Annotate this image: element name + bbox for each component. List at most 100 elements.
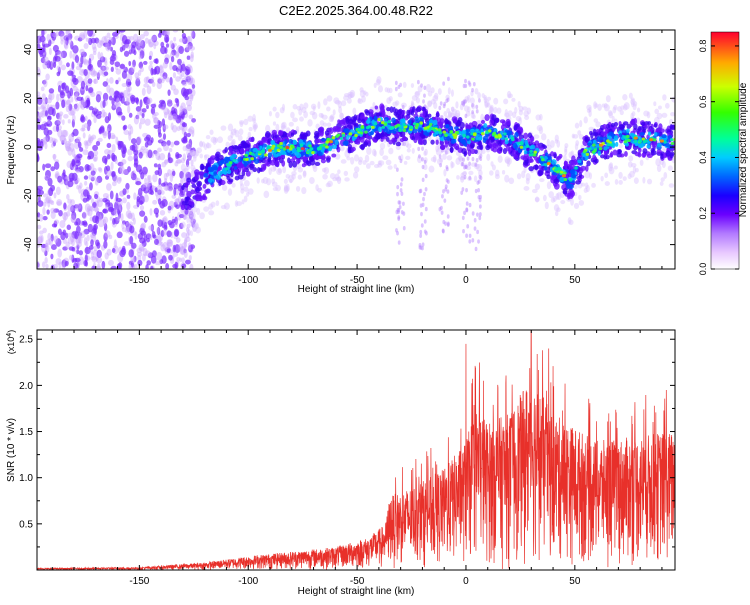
noise-cell xyxy=(98,110,102,115)
streak-cell xyxy=(463,210,466,216)
noise-cell xyxy=(72,128,79,137)
noise-cell xyxy=(183,250,188,258)
band-cell xyxy=(485,144,491,151)
noise-cell xyxy=(55,112,61,120)
noise-cell xyxy=(132,59,136,68)
peak-cell xyxy=(276,148,281,152)
noise-cell xyxy=(83,123,89,129)
peak-cell xyxy=(532,153,537,157)
band-cell xyxy=(416,135,421,141)
noise-cell xyxy=(53,219,60,225)
haze-cell xyxy=(394,100,400,106)
band-cell xyxy=(553,153,557,159)
haze-cell xyxy=(406,143,412,149)
core-cell xyxy=(412,127,418,134)
noise-cell xyxy=(66,160,73,169)
noise-cell xyxy=(125,182,130,190)
peak-cell xyxy=(270,146,275,150)
haze-cell xyxy=(533,134,540,139)
noise-cell xyxy=(62,169,66,177)
band-cell xyxy=(449,146,454,154)
noise-cell xyxy=(142,166,148,175)
peak-cell xyxy=(267,145,272,149)
noise-cell xyxy=(78,147,84,152)
haze-cell xyxy=(662,94,667,101)
peak-cell xyxy=(462,133,466,138)
peak-cell xyxy=(438,131,443,135)
band-cell xyxy=(623,121,629,126)
noise-cell xyxy=(189,263,194,269)
peak-cell xyxy=(626,134,630,139)
streak-cell xyxy=(463,99,467,104)
haze-cell xyxy=(223,202,230,210)
haze-cell xyxy=(534,196,540,203)
noise-cell xyxy=(114,208,118,217)
hot-cell xyxy=(267,148,272,152)
noise-cell xyxy=(68,133,74,143)
streak-cell xyxy=(471,156,475,162)
figure-title: C2E2.2025.364.00.48.R22 xyxy=(279,3,433,18)
noise-cell xyxy=(74,104,78,111)
noise-cell xyxy=(48,39,52,47)
noise-cell xyxy=(65,30,70,35)
band-cell xyxy=(361,118,366,123)
noise-cell xyxy=(137,70,142,77)
haze-cell xyxy=(469,97,475,104)
peak-cell xyxy=(627,138,631,142)
band-cell xyxy=(513,154,519,160)
haze-cell xyxy=(346,156,351,161)
noise-cell xyxy=(121,227,128,233)
noise-cell xyxy=(128,112,133,118)
streak-cell xyxy=(465,201,469,206)
noise-cell xyxy=(167,186,173,191)
noise-cell xyxy=(52,153,56,161)
haze-cell xyxy=(189,219,194,227)
noise-cell xyxy=(138,246,145,252)
noise-cell xyxy=(123,101,130,106)
noise-cell xyxy=(166,230,172,238)
core-cell xyxy=(517,148,523,154)
noise-cell xyxy=(102,111,108,118)
haze-cell xyxy=(636,107,641,113)
noise-cell xyxy=(173,140,180,146)
band-cell xyxy=(208,157,215,165)
haze-cell xyxy=(285,173,290,179)
noise-cell xyxy=(96,199,103,208)
streak-cell xyxy=(476,229,479,235)
noise-cell xyxy=(40,243,47,248)
haze-cell xyxy=(671,96,675,103)
noise-cell xyxy=(82,149,89,156)
peak-cell xyxy=(364,130,368,134)
noise-cell xyxy=(136,36,141,42)
haze-cell xyxy=(206,142,210,149)
core-cell xyxy=(208,167,215,173)
noise-cell xyxy=(104,230,111,238)
haze-cell xyxy=(386,97,392,104)
snr-y-axis-label: SNR (10 * v/v) xyxy=(6,418,17,482)
noise-cell xyxy=(79,99,84,109)
haze-cell xyxy=(280,122,286,130)
noise-cell xyxy=(148,55,152,60)
noise-cell xyxy=(103,71,109,76)
streak-cell xyxy=(417,146,421,152)
haze-cell xyxy=(447,111,453,118)
noise-cell xyxy=(37,262,40,268)
band-cell xyxy=(312,153,318,160)
noise-cell xyxy=(159,79,165,84)
noise-cell xyxy=(154,261,161,266)
haze-cell xyxy=(375,78,381,86)
noise-cell xyxy=(177,58,182,65)
band-cell xyxy=(562,187,568,195)
haze-cell xyxy=(432,95,439,102)
peak-cell xyxy=(336,133,341,137)
core-cell xyxy=(252,156,257,162)
haze-cell xyxy=(518,109,523,116)
haze-cell xyxy=(484,99,490,108)
spectrogram-x-tick-label: 50 xyxy=(569,275,581,286)
haze-cell xyxy=(618,171,623,179)
noise-cell xyxy=(67,203,74,212)
haze-cell xyxy=(556,139,561,148)
noise-cell xyxy=(37,224,42,230)
peak-cell xyxy=(539,155,544,159)
noise-cell xyxy=(154,66,157,75)
